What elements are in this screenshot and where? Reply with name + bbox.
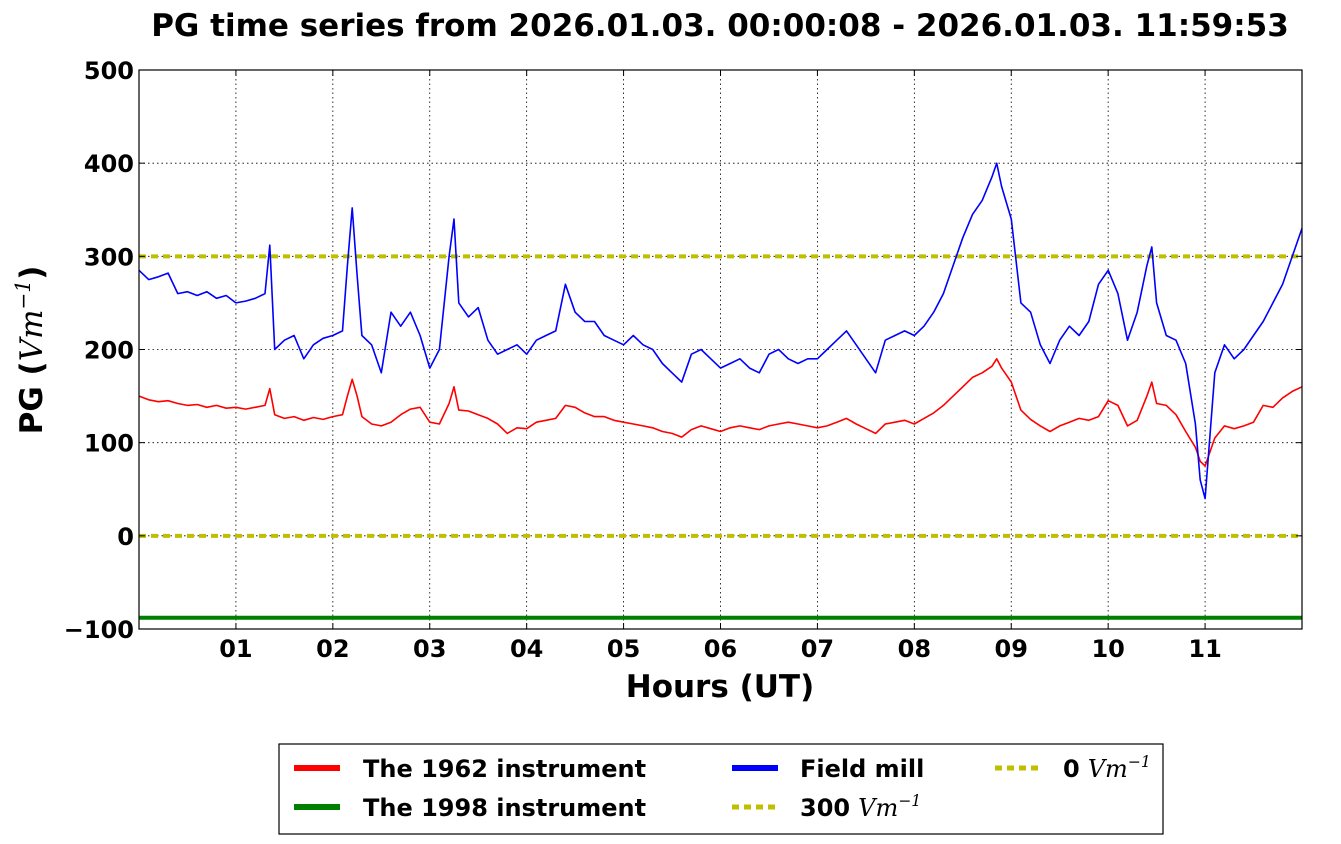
legend-label-300: 300 Vm−1 — [800, 792, 921, 822]
legend: The 1962 instrument The 1998 instrument … — [278, 743, 1164, 835]
series-field-mill — [138, 162, 1303, 500]
tick-labels: 01 02 03 04 05 06 07 08 09 10 11 −100 0 100 200 300 400 5… — [64, 57, 1302, 663]
x-tick-label-06: 06 — [704, 635, 737, 663]
legend-label-1998: The 1998 instrument — [363, 794, 646, 822]
y-tick-label-100: 100 — [84, 430, 134, 458]
y-tick-label-300: 300 — [84, 243, 134, 271]
x-tick-label-11: 11 — [1188, 635, 1221, 663]
legend-label-field-mill: Field mill — [800, 755, 924, 783]
y-tick-label-0: 0 — [117, 523, 134, 551]
x-tick-label-03: 03 — [413, 635, 446, 663]
x-tick-label-05: 05 — [607, 635, 640, 663]
x-tick-label-09: 09 — [995, 635, 1028, 663]
series-1962-instrument — [138, 357, 1303, 467]
x-tick-label-04: 04 — [510, 635, 543, 663]
grid-lines — [139, 70, 1302, 629]
data-series — [138, 162, 1303, 620]
legend-label-1962: The 1962 instrument — [363, 755, 646, 783]
x-tick-label-10: 10 — [1091, 635, 1124, 663]
y-tick-label--100: −100 — [64, 616, 134, 644]
legend-frame — [278, 743, 1164, 835]
x-tick-label-08: 08 — [898, 635, 931, 663]
y-tick-label-400: 400 — [84, 150, 134, 178]
reference-lines — [139, 254, 1302, 538]
x-tick-label-01: 01 — [219, 635, 252, 663]
x-axis-label: Hours (UT) — [626, 669, 815, 705]
legend-label-0: 0 Vm−1 — [1063, 753, 1151, 783]
x-tick-label-02: 02 — [316, 635, 349, 663]
y-tick-label-200: 200 — [84, 337, 134, 365]
y-tick-label-500: 500 — [84, 57, 134, 85]
y-axis-label: PG (Vm−1) — [11, 266, 50, 435]
chart-title: PG time series from 2026.01.03. 00:00:08… — [151, 8, 1289, 44]
x-tick-label-07: 07 — [801, 635, 834, 663]
